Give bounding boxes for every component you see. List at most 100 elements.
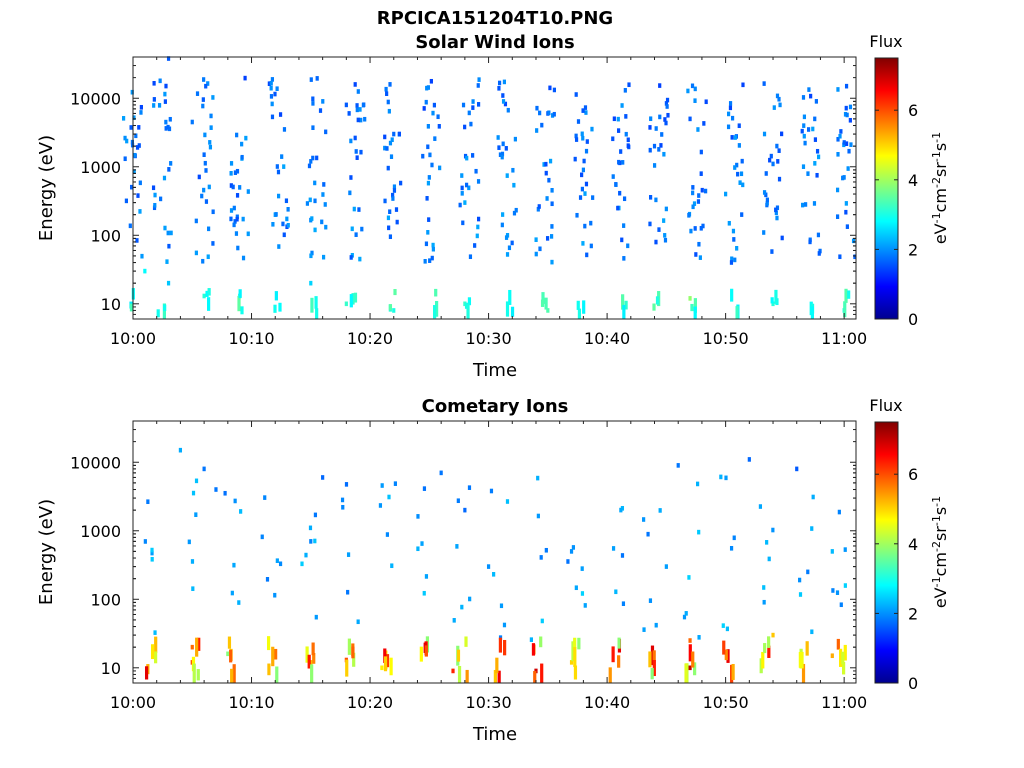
flux-cell bbox=[152, 97, 156, 102]
flux-cell bbox=[506, 107, 510, 113]
flux-cell bbox=[240, 306, 244, 315]
axes-frame-cometary bbox=[132, 420, 857, 684]
flux-cell bbox=[765, 540, 769, 545]
flux-cell bbox=[390, 137, 394, 143]
flux-cell bbox=[300, 561, 304, 567]
flux-cell bbox=[540, 663, 544, 683]
flux-cell bbox=[741, 182, 745, 188]
flux-cell bbox=[223, 490, 227, 496]
flux-cell bbox=[195, 637, 199, 657]
flux-cell bbox=[432, 102, 437, 108]
flux-cell bbox=[430, 162, 434, 168]
flux-cell bbox=[813, 116, 817, 122]
flux-cell bbox=[510, 306, 515, 317]
flux-cell bbox=[547, 177, 551, 183]
flux-cell bbox=[538, 110, 542, 116]
flux-cell bbox=[843, 583, 847, 588]
flux-cell bbox=[624, 114, 628, 119]
flux-cell bbox=[201, 103, 205, 109]
flux-cell bbox=[831, 588, 835, 593]
flux-cell bbox=[627, 82, 631, 88]
flux-cell bbox=[324, 129, 328, 135]
flux-cell bbox=[763, 643, 767, 654]
flux-cell bbox=[513, 136, 517, 142]
flux-cell bbox=[617, 655, 621, 668]
flux-cell bbox=[512, 210, 517, 216]
flux-cell bbox=[699, 149, 703, 155]
flux-cell bbox=[571, 641, 575, 662]
flux-cell bbox=[616, 116, 620, 122]
x-tick-label: 10:10 bbox=[228, 329, 274, 348]
flux-cell bbox=[620, 103, 624, 108]
flux-cell bbox=[321, 254, 326, 260]
flux-cell bbox=[611, 546, 616, 551]
flux-cell bbox=[356, 89, 360, 94]
flux-cell bbox=[800, 128, 804, 134]
flux-cell bbox=[320, 219, 324, 225]
flux-cell bbox=[550, 201, 554, 207]
flux-cell bbox=[166, 280, 171, 286]
flux-cell bbox=[686, 88, 690, 94]
flux-cell bbox=[583, 191, 587, 196]
flux-cell bbox=[810, 526, 814, 531]
flux-cell bbox=[778, 102, 782, 108]
flux-cell bbox=[650, 645, 655, 666]
flux-cell bbox=[235, 214, 239, 220]
flux-cell bbox=[204, 83, 208, 89]
flux-cell bbox=[529, 637, 533, 642]
flux-cell bbox=[385, 91, 389, 97]
flux-cell bbox=[798, 577, 802, 583]
flux-cell bbox=[455, 544, 459, 549]
flux-cell bbox=[704, 188, 708, 194]
flux-cell bbox=[137, 125, 141, 130]
flux-cell bbox=[497, 145, 501, 150]
flux-cell bbox=[194, 512, 198, 517]
flux-cell bbox=[166, 230, 170, 236]
flux-cell bbox=[534, 668, 538, 674]
flux-cell bbox=[349, 175, 353, 180]
flux-cell bbox=[202, 187, 206, 193]
flux-cell bbox=[378, 503, 383, 508]
flux-cell bbox=[550, 259, 554, 265]
flux-cell bbox=[642, 627, 646, 632]
flux-cell bbox=[134, 133, 138, 139]
flux-cell bbox=[138, 209, 142, 214]
flux-cell bbox=[663, 117, 667, 122]
flux-cell bbox=[275, 558, 279, 563]
flux-cell bbox=[200, 193, 204, 199]
flux-cell bbox=[313, 198, 317, 204]
flux-cell bbox=[202, 466, 206, 472]
flux-cell bbox=[431, 110, 435, 116]
flux-cell bbox=[762, 131, 767, 137]
flux-cell bbox=[202, 293, 206, 299]
flux-cell bbox=[143, 268, 147, 274]
flux-cell bbox=[652, 303, 656, 311]
flux-cell bbox=[581, 135, 585, 141]
flux-cell bbox=[839, 129, 843, 134]
flux-cell bbox=[584, 110, 588, 115]
flux-cell bbox=[762, 585, 766, 590]
flux-cell bbox=[457, 665, 462, 683]
flux-cell bbox=[830, 653, 834, 659]
flux-cell bbox=[227, 636, 232, 649]
flux-cell bbox=[495, 657, 499, 674]
flux-cell bbox=[361, 102, 365, 108]
flux-cell bbox=[271, 221, 275, 227]
flux-cell bbox=[471, 105, 475, 110]
flux-cell bbox=[733, 135, 737, 140]
flux-cell bbox=[652, 650, 656, 661]
flux-cell bbox=[214, 487, 218, 492]
flux-cell bbox=[229, 208, 234, 213]
flux-cell bbox=[697, 529, 701, 535]
flux-cell bbox=[353, 292, 358, 303]
flux-cell bbox=[642, 517, 646, 522]
flux-cell bbox=[489, 488, 494, 494]
flux-cell bbox=[426, 230, 430, 235]
flux-cell bbox=[732, 237, 736, 242]
flux-cell bbox=[392, 188, 397, 193]
flux-cell bbox=[666, 112, 670, 118]
flux-cell bbox=[354, 232, 358, 237]
flux-cell bbox=[813, 161, 817, 166]
flux-cell bbox=[617, 159, 621, 165]
flux-cell bbox=[550, 187, 554, 193]
